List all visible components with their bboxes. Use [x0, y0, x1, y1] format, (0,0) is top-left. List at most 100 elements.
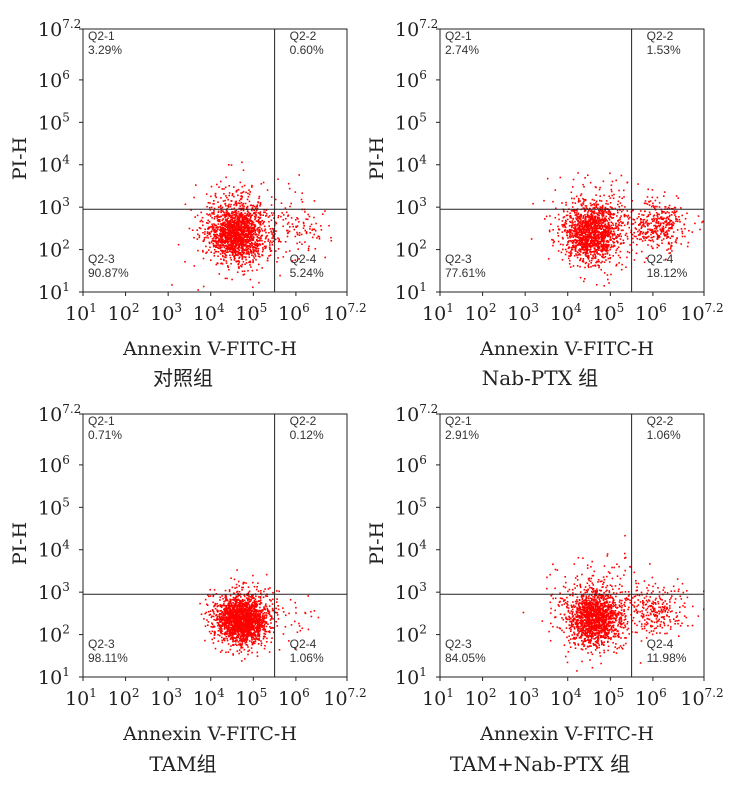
data-point — [231, 228, 234, 230]
data-point — [237, 223, 239, 226]
data-point — [586, 245, 589, 247]
data-point — [591, 198, 594, 201]
data-point — [680, 207, 682, 209]
data-point — [641, 232, 644, 235]
data-point — [656, 243, 659, 246]
data-point — [232, 239, 235, 242]
data-point — [240, 201, 243, 204]
data-point — [252, 252, 255, 254]
data-point — [600, 236, 602, 238]
data-point — [313, 233, 315, 236]
data-point — [593, 206, 596, 209]
data-point — [612, 233, 614, 236]
data-point — [666, 249, 668, 251]
data-point — [252, 221, 255, 224]
data-point — [292, 225, 294, 228]
data-point — [286, 235, 289, 238]
data-point — [602, 247, 605, 250]
data-point — [219, 241, 222, 244]
data-point — [608, 234, 611, 236]
data-point — [622, 239, 625, 242]
data-point — [242, 237, 245, 240]
data-point — [237, 254, 239, 257]
data-point — [569, 229, 572, 231]
data-point — [593, 264, 596, 267]
data-point — [661, 242, 663, 244]
data-point — [571, 197, 573, 200]
data-point — [566, 232, 568, 234]
data-point — [240, 233, 242, 235]
data-point — [216, 183, 218, 186]
data-point — [271, 214, 274, 216]
data-point — [296, 217, 298, 219]
data-point — [228, 192, 231, 194]
data-point — [581, 228, 583, 231]
data-point — [675, 241, 678, 244]
data-point — [662, 225, 665, 228]
data-point — [651, 220, 654, 223]
data-point — [626, 210, 629, 212]
data-point — [234, 597, 237, 599]
data-point — [568, 225, 571, 227]
data-point — [248, 628, 250, 631]
data-point — [617, 220, 619, 222]
data-point — [243, 648, 246, 651]
y-tick-label: 104 — [38, 153, 70, 177]
data-point — [593, 251, 595, 253]
data-point — [627, 221, 629, 223]
data-point — [277, 237, 279, 239]
data-point — [254, 600, 256, 603]
data-point — [249, 606, 252, 608]
data-point — [668, 204, 671, 207]
data-point — [582, 217, 584, 220]
data-point — [226, 599, 228, 602]
data-point — [228, 203, 230, 206]
data-point — [243, 218, 246, 221]
data-point — [223, 240, 226, 242]
data-point — [246, 198, 249, 201]
data-point — [591, 227, 594, 229]
data-point — [280, 202, 283, 204]
data-point — [597, 240, 600, 243]
data-point — [684, 217, 687, 220]
data-point — [620, 268, 623, 271]
data-point — [277, 214, 280, 217]
data-point — [227, 217, 229, 219]
data-point — [574, 209, 576, 211]
data-point — [251, 214, 254, 216]
data-point — [658, 244, 660, 247]
data-point — [585, 252, 588, 255]
data-point — [261, 239, 263, 242]
data-point — [249, 226, 251, 228]
data-point — [669, 221, 671, 223]
data-point — [224, 214, 226, 217]
data-point — [609, 214, 611, 216]
data-point — [240, 632, 242, 634]
data-point — [241, 611, 244, 614]
data-point — [260, 237, 262, 240]
data-point — [663, 191, 666, 193]
data-point — [215, 224, 217, 227]
data-point — [221, 232, 224, 235]
data-point — [263, 225, 266, 228]
data-point — [228, 246, 230, 248]
data-point — [258, 230, 261, 232]
data-point — [591, 223, 593, 226]
data-point — [205, 236, 207, 239]
data-point — [228, 618, 231, 621]
data-point — [618, 222, 620, 224]
data-point — [253, 249, 255, 251]
data-point — [652, 240, 655, 243]
data-point — [250, 214, 252, 217]
data-point — [232, 653, 234, 655]
data-point — [644, 236, 647, 239]
data-point — [248, 237, 251, 240]
data-point — [663, 195, 665, 197]
data-point — [237, 643, 240, 646]
data-point — [225, 219, 227, 221]
data-point — [597, 214, 600, 216]
data-point — [648, 223, 650, 225]
data-point — [242, 220, 244, 222]
data-point — [224, 589, 227, 592]
data-point — [226, 207, 229, 210]
